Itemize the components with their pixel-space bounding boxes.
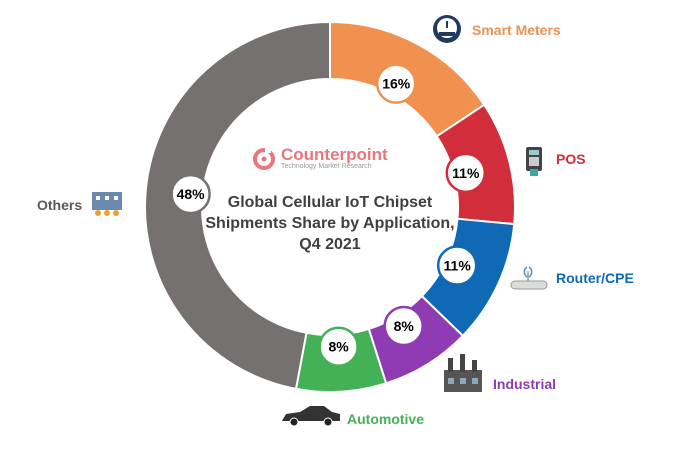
value-label-bg [375,63,417,104]
chart-title: Global Cellular IoT Chipset Shipments Sh… [205,194,455,253]
value-label: 48% [177,186,206,202]
value-label-bg [318,326,359,367]
value-label: 8% [329,339,350,355]
counterpoint-logo: Counterpoint Technology Market Research [252,146,388,170]
logo-name: Counterpoint [281,145,388,164]
logo-icon [253,147,275,170]
category-label: Others [37,197,83,213]
slice-others [144,20,331,391]
value-label: 16% [382,76,411,92]
value-label-bg [436,245,478,286]
logo-tagline: Technology Market Research [281,163,372,170]
category-label: Router/CPE [556,270,634,286]
category-label: Industrial [493,376,557,392]
value-label-bg [383,305,424,347]
category-label: POS [556,151,586,167]
value-label: 11% [444,258,472,274]
value-label: 11% [452,165,480,181]
value-label-bg [445,152,487,194]
value-label-bg [170,173,211,215]
category-label: Automotive [347,411,424,427]
value-label: 8% [394,318,415,334]
category-label: Smart Meters [472,22,561,38]
